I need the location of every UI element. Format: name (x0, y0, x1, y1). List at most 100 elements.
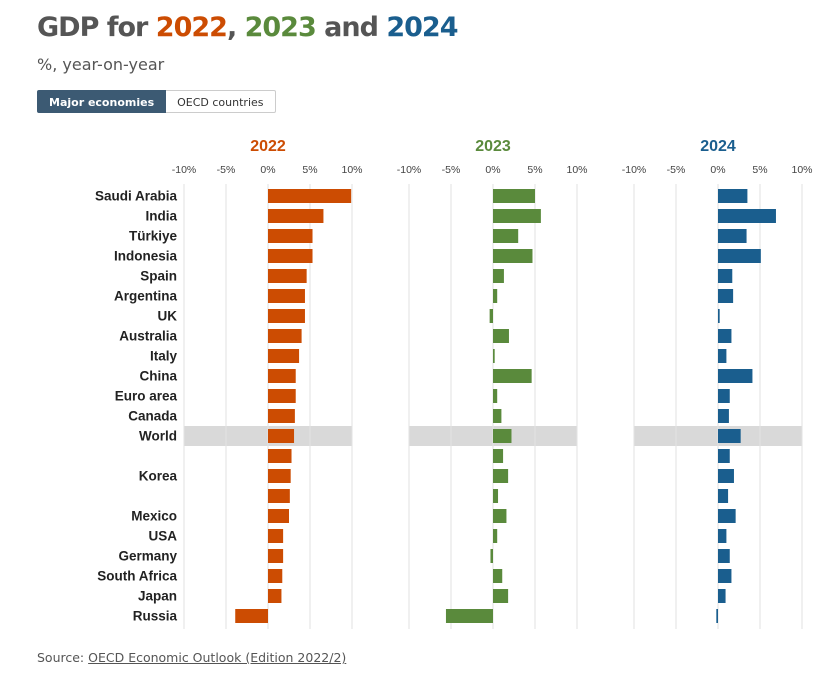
category-label-12: World (139, 429, 177, 444)
bar-2023-21 (445, 609, 493, 623)
bar-2023-9 (493, 369, 532, 383)
bar-2023-11 (493, 409, 502, 423)
bar-2022-15 (268, 489, 290, 503)
bar-2022-10 (268, 389, 296, 403)
tick-label-2024--5: -5% (667, 164, 686, 176)
category-label-17: USA (148, 529, 177, 544)
category-label-8: Italy (150, 349, 178, 364)
bar-2024-6 (718, 309, 720, 323)
bar-2024-4 (718, 269, 733, 283)
tick-label-2022--10: -10% (172, 164, 197, 176)
source-prefix: Source: (37, 650, 89, 665)
bar-2023-10 (493, 389, 498, 403)
bar-2022-18 (268, 549, 284, 563)
bar-2023-1 (493, 209, 541, 223)
bar-2023-19 (493, 569, 503, 583)
title-separator-2: and (315, 12, 387, 43)
panel-header-2023: 2023 (475, 138, 511, 155)
bar-2022-6 (268, 309, 305, 323)
tick-label-2023-0: 0% (485, 164, 500, 176)
bar-2024-9 (718, 369, 753, 383)
bar-2023-7 (493, 329, 509, 343)
title-year-2024: 2024 (386, 12, 458, 43)
bar-2024-13 (718, 449, 730, 463)
category-label-19: South Africa (97, 569, 177, 584)
source-link[interactable]: OECD Economic Outlook (Edition 2022/2) (88, 650, 347, 665)
bar-2023-15 (493, 489, 499, 503)
bar-2023-2 (493, 229, 519, 243)
bar-2024-8 (718, 349, 727, 363)
category-label-9: China (139, 369, 177, 384)
bar-2023-8 (493, 349, 495, 363)
bar-2022-7 (268, 329, 302, 343)
bar-2022-9 (268, 369, 296, 383)
category-label-20: Japan (138, 589, 177, 604)
category-label-6: UK (158, 309, 178, 324)
bar-2022-1 (268, 209, 324, 223)
bar-2024-3 (718, 249, 761, 263)
category-label-7: Australia (119, 329, 177, 344)
bar-2024-19 (718, 569, 732, 583)
bar-2023-13 (493, 449, 504, 463)
tick-label-2024--10: -10% (622, 164, 647, 176)
bar-2022-2 (268, 229, 313, 243)
bar-2022-13 (268, 449, 292, 463)
bar-2024-0 (718, 189, 748, 203)
bar-2023-4 (493, 269, 504, 283)
gdp-chart: 2022 -10% -5% 0% 5% 10% 2023 -10% -5% 0% 5% 10% 2024… (95, 138, 813, 629)
title-year-2022: 2022 (155, 12, 228, 43)
category-label-3: Indonesia (114, 249, 178, 264)
tick-label-2023--5: -5% (442, 164, 461, 176)
bar-2023-3 (493, 249, 533, 263)
bar-2023-14 (493, 469, 509, 483)
category-label-1: India (145, 209, 177, 224)
category-label-0: Saudi Arabia (95, 189, 178, 204)
bar-2024-11 (718, 409, 729, 423)
bar-2024-15 (718, 489, 729, 503)
tab-major-economies[interactable]: Major economies (37, 90, 167, 113)
bar-2024-14 (718, 469, 734, 483)
tick-label-2022--5: -5% (217, 164, 236, 176)
bar-2024-10 (718, 389, 730, 403)
category-label-5: Argentina (114, 289, 177, 304)
bar-2023-6 (489, 309, 493, 323)
title-year-2023: 2023 (244, 12, 317, 43)
bar-2024-17 (718, 529, 727, 543)
tick-label-2024-0: 0% (710, 164, 725, 176)
tick-label-2023-10: 10% (566, 164, 587, 176)
bar-2022-11 (268, 409, 295, 423)
tick-label-2024-10: 10% (791, 164, 812, 176)
bar-2024-5 (718, 289, 734, 303)
category-label-4: Spain (140, 269, 177, 284)
tick-label-2024-5: 5% (752, 164, 767, 176)
bar-2024-21 (716, 609, 718, 623)
bar-2024-1 (718, 209, 776, 223)
bar-2023-17 (493, 529, 498, 543)
category-label-16: Mexico (131, 509, 177, 524)
category-label-21: Russia (133, 609, 178, 624)
bar-2022-0 (268, 189, 352, 203)
title-prefix: GDP for (37, 12, 156, 43)
bar-2024-18 (718, 549, 730, 563)
panel-header-2022: 2022 (250, 138, 286, 155)
bar-2023-16 (493, 509, 507, 523)
tab-oecd-countries[interactable]: OECD countries (166, 90, 276, 113)
tick-label-2022-10: 10% (341, 164, 362, 176)
bar-2022-19 (268, 569, 283, 583)
bar-2024-7 (718, 329, 732, 343)
panel-header-2024: 2024 (700, 138, 736, 155)
category-label-10: Euro area (115, 389, 178, 404)
bar-2022-3 (268, 249, 313, 263)
bar-2023-5 (493, 289, 498, 303)
bar-2023-20 (493, 589, 509, 603)
category-label-14: Korea (139, 469, 178, 484)
category-label-18: Germany (118, 549, 177, 564)
bar-2022-12 (268, 429, 295, 443)
tick-label-2023--10: -10% (397, 164, 422, 176)
bar-2024-20 (718, 589, 726, 603)
bar-2024-2 (718, 229, 747, 243)
bar-2023-12 (493, 429, 512, 443)
bar-2022-20 (268, 589, 282, 603)
category-label-2: Türkiye (129, 229, 178, 244)
source-note: Source: OECD Economic Outlook (Edition 2… (37, 650, 346, 665)
